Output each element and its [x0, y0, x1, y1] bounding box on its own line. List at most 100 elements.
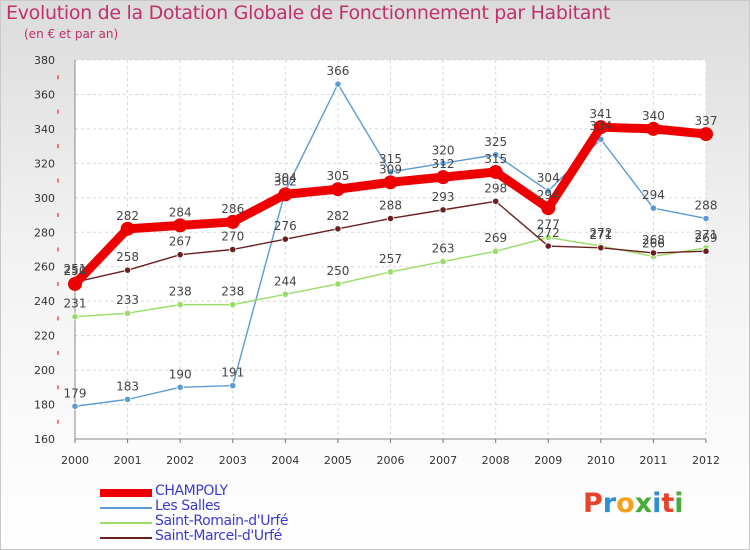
data-point: [176, 383, 184, 391]
data-label: 315: [379, 152, 402, 166]
y-tick-label: 340: [34, 123, 55, 136]
data-label: 340: [642, 109, 665, 123]
y-tick-label: 200: [34, 364, 55, 377]
data-point: [71, 313, 79, 321]
data-label: 325: [484, 135, 507, 149]
data-label: 293: [432, 190, 455, 204]
data-point: [702, 247, 710, 255]
x-tick-label: 2000: [61, 454, 89, 467]
data-label: 288: [695, 198, 718, 212]
x-tick-label: 2005: [324, 454, 352, 467]
data-point: [281, 235, 289, 243]
data-label: 276: [274, 219, 297, 233]
data-label: 272: [589, 226, 612, 240]
data-label: 304: [537, 171, 560, 185]
legend-label-les-salles: Les Salles: [155, 498, 221, 514]
logo-letter: r: [602, 488, 617, 519]
x-tick-label: 2007: [429, 454, 457, 467]
legend-label-champoly: CHAMPOLY: [155, 483, 228, 499]
x-tick-label: 2009: [534, 454, 562, 467]
data-point: [386, 214, 395, 223]
data-label: 294: [642, 188, 665, 202]
logo-letter: x: [634, 488, 653, 519]
data-label: 309: [379, 162, 402, 176]
y-tick-label: 220: [34, 330, 55, 343]
data-point: [225, 214, 240, 229]
data-label: 286: [221, 202, 244, 216]
data-label: 268: [642, 233, 665, 247]
data-label: 179: [64, 386, 87, 400]
data-point: [702, 214, 710, 223]
data-label: 284: [169, 205, 192, 219]
data-point: [334, 225, 342, 233]
data-point: [68, 276, 82, 291]
y-tick-label: 240: [34, 295, 55, 308]
data-point: [123, 395, 132, 403]
data-label: 337: [695, 114, 718, 128]
x-tick-label: 2010: [587, 454, 615, 467]
data-label: 250: [326, 264, 349, 278]
data-label: 282: [116, 209, 139, 223]
y-tick-label: 320: [34, 157, 55, 170]
data-point: [176, 301, 184, 309]
data-label: 302: [274, 174, 297, 188]
logo-letter: t: [661, 488, 675, 519]
x-tick-label: 2004: [271, 454, 299, 467]
logo-letter: i: [652, 488, 662, 519]
y-tick-label: 260: [34, 261, 55, 274]
y-tick-label: 380: [34, 54, 55, 67]
data-point: [544, 242, 552, 250]
data-point: [229, 245, 237, 254]
y-tick-label: 360: [34, 88, 55, 101]
data-label: 366: [326, 64, 349, 78]
chart-title: Evolution de la Dotation Globale de Fonc…: [6, 2, 611, 24]
data-label: 277: [537, 217, 560, 231]
logo-letter: P: [583, 488, 603, 519]
data-point: [436, 170, 451, 185]
x-tick-label: 2012: [692, 454, 720, 467]
data-point: [593, 120, 608, 135]
proxiti-logo: Proxiti: [583, 488, 684, 519]
data-label: 231: [64, 297, 87, 311]
data-point: [597, 244, 605, 252]
data-point: [120, 221, 135, 236]
data-label: 257: [379, 252, 402, 266]
x-tick-label: 2006: [377, 454, 405, 467]
data-point: [544, 233, 552, 242]
data-label: 251: [64, 262, 87, 276]
data-label: 315: [484, 152, 507, 166]
data-label: 271: [695, 228, 718, 242]
data-label: 233: [116, 293, 139, 307]
data-point: [492, 197, 500, 205]
data-point: [488, 164, 503, 179]
data-label: 267: [169, 235, 192, 249]
data-point: [176, 251, 184, 259]
legend-label-saint-romain: Saint-Romain-d'Urfé: [155, 513, 289, 529]
chart-subtitle: (en € et par an): [24, 27, 119, 41]
data-label: 238: [221, 285, 244, 299]
data-label: 294: [537, 188, 560, 202]
data-point: [71, 402, 79, 410]
data-point: [330, 182, 345, 197]
data-point: [492, 151, 500, 159]
x-tick-label: 2003: [219, 454, 247, 467]
data-label: 320: [432, 143, 455, 157]
data-point: [386, 268, 395, 276]
data-point: [123, 266, 132, 274]
data-label: 258: [116, 250, 139, 264]
y-tick-label: 280: [34, 226, 55, 239]
data-label: 272: [537, 226, 560, 240]
data-label: 263: [432, 242, 455, 256]
data-point: [229, 301, 237, 309]
data-label: 282: [326, 209, 349, 223]
data-point: [173, 218, 188, 233]
data-point: [281, 290, 289, 298]
data-point: [278, 187, 293, 202]
data-label: 341: [589, 107, 612, 121]
data-point: [439, 159, 447, 167]
legend-label-saint-marcel: Saint-Marcel-d'Urfé: [155, 528, 282, 544]
x-tick-label: 2008: [482, 454, 510, 467]
data-point: [646, 121, 661, 136]
legend-swatch-saint-marcel: [100, 537, 152, 539]
